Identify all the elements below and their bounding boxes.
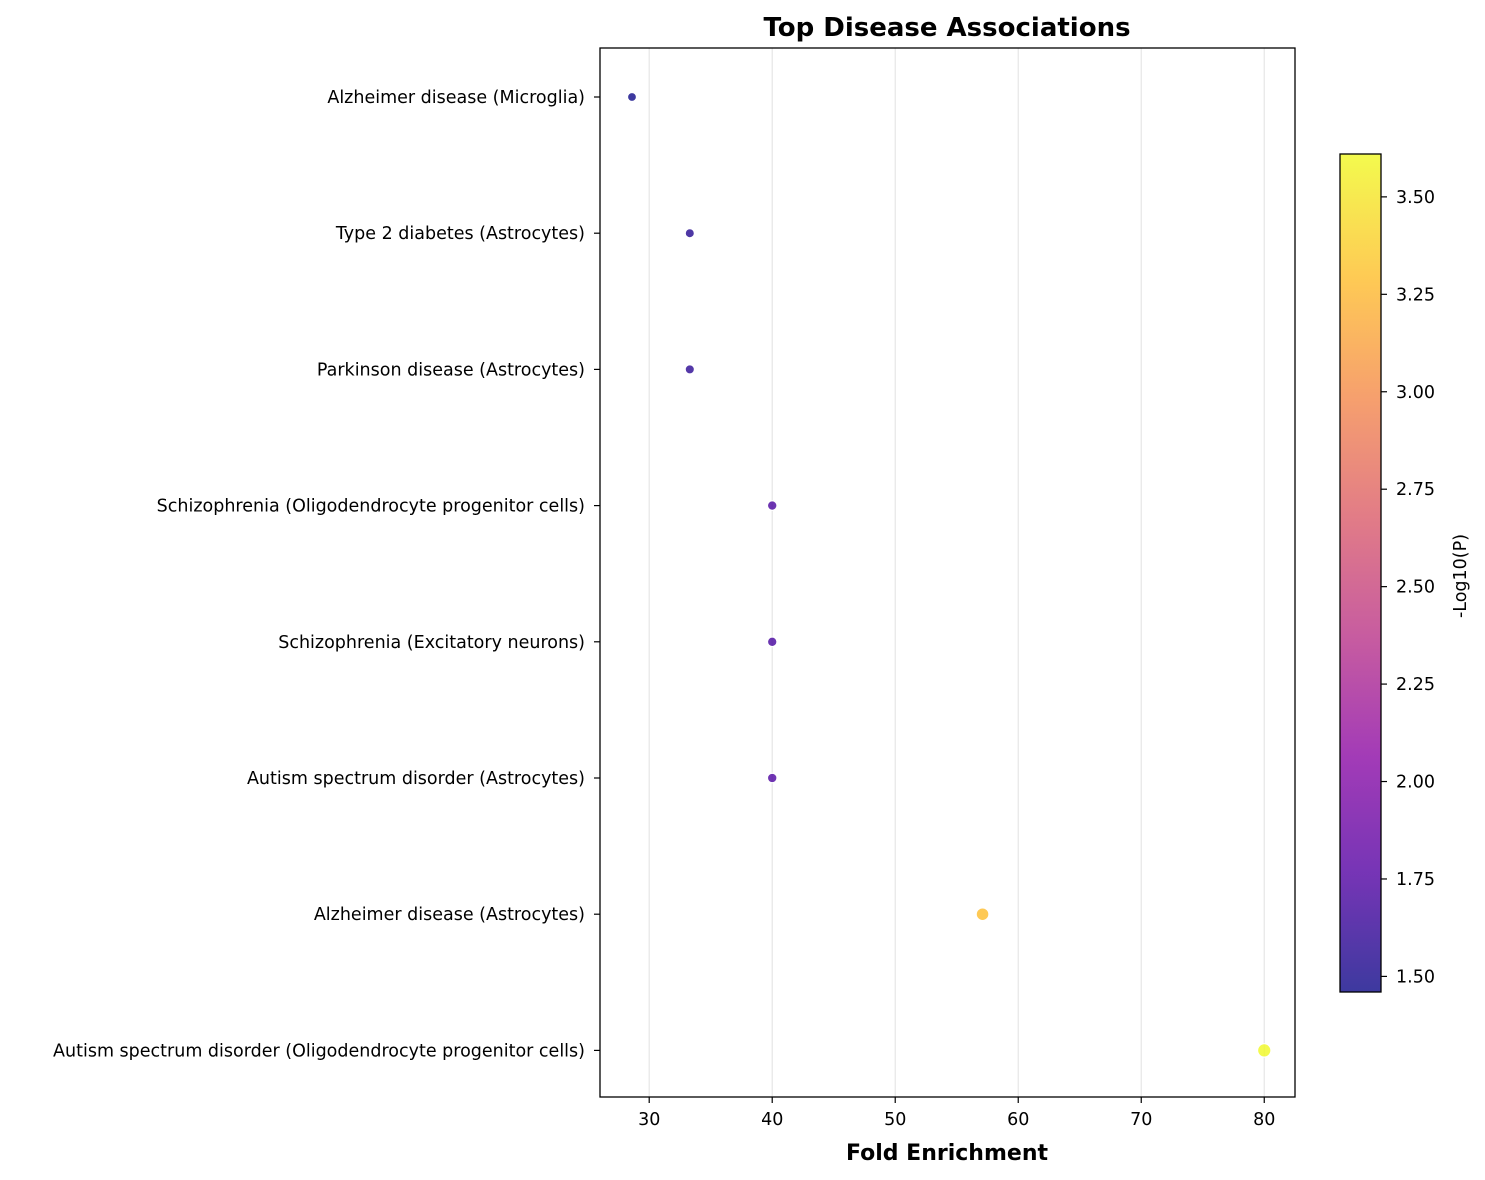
y-category-label: Schizophrenia (Excitatory neurons) xyxy=(278,633,585,653)
y-category-label: Autism spectrum disorder (Astrocytes) xyxy=(247,769,585,789)
colorbar-tick-label: 2.25 xyxy=(1396,675,1435,695)
colorbar-ticks: 1.50 1.75 2.00 2.25 2.50 2.75 3.00 3.25 3.50 xyxy=(1381,188,1435,987)
x-tick-label: 50 xyxy=(884,1110,906,1130)
colorbar-gradient xyxy=(1340,154,1381,992)
x-tick-label: 80 xyxy=(1253,1110,1275,1130)
category-labels: Alzheimer disease (Microglia) Type 2 diab… xyxy=(53,88,600,1061)
x-axis-ticks: 30 40 50 60 70 80 xyxy=(638,1097,1275,1130)
colorbar-label: -Log10(P) xyxy=(1451,534,1471,618)
y-category-label: Schizophrenia (Oligodendrocyte progenito… xyxy=(157,497,585,517)
colorbar-tick-label: 1.75 xyxy=(1396,870,1435,890)
x-tick-label: 40 xyxy=(761,1110,783,1130)
y-category-label: Autism spectrum disorder (Oligodendrocyt… xyxy=(53,1041,585,1061)
colorbar-tick-label: 3.25 xyxy=(1396,285,1435,305)
colorbar-frame xyxy=(1339,153,1382,993)
data-point xyxy=(684,228,695,239)
data-point xyxy=(626,91,638,103)
data-point xyxy=(766,636,778,648)
data-point xyxy=(684,364,696,375)
data-point xyxy=(766,500,778,511)
colorbar-tick-label: 3.50 xyxy=(1396,188,1435,208)
y-category-label: Type 2 diabetes (Astrocytes) xyxy=(335,224,585,244)
colorbar-tick-label: 1.50 xyxy=(1396,967,1435,987)
y-category-label: Alzheimer disease (Microglia) xyxy=(327,88,585,108)
x-tick-label: 70 xyxy=(1130,1110,1152,1130)
y-category-label: Alzheimer disease (Astrocytes) xyxy=(314,905,585,925)
x-axis-label: Fold Enrichment xyxy=(846,1141,1048,1166)
data-point xyxy=(1256,1043,1272,1058)
data-points xyxy=(626,91,1272,1058)
colorbar-tick-label: 2.50 xyxy=(1396,578,1435,598)
data-point xyxy=(766,772,778,784)
chart-title: Top Disease Associations xyxy=(763,13,1130,43)
data-point xyxy=(975,907,990,922)
colorbar-tick-label: 2.75 xyxy=(1396,480,1435,500)
colorbar-tick-label: 2.00 xyxy=(1396,773,1435,793)
plot-area-frame xyxy=(599,47,1296,1098)
grid-lines xyxy=(648,48,1265,1097)
x-tick-label: 30 xyxy=(638,1110,660,1130)
y-category-label: Parkinson disease (Astrocytes) xyxy=(317,360,585,380)
x-tick-label: 60 xyxy=(1007,1110,1029,1130)
colorbar-tick-label: 3.00 xyxy=(1396,383,1435,403)
colorbar: 1.50 1.75 2.00 2.25 2.50 2.75 3.00 3.25 3.50 -Lo… xyxy=(1339,153,1471,993)
